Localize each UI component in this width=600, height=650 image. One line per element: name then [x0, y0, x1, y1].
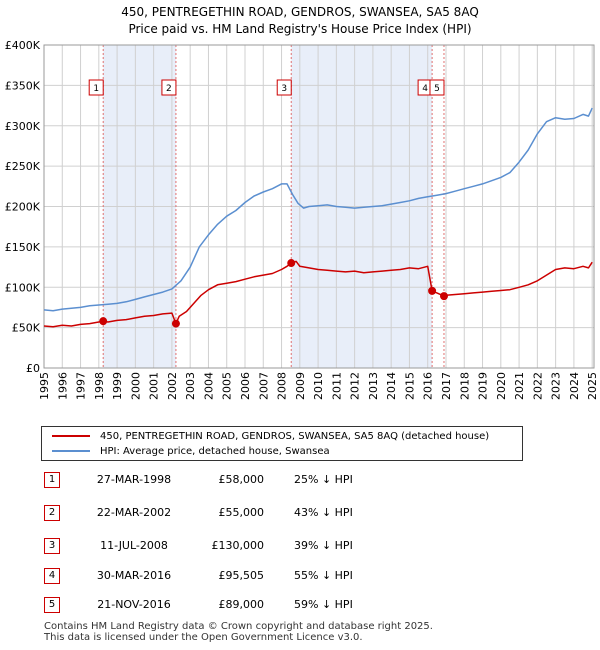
legend-swatch-hpi	[52, 450, 90, 452]
x-tick-label: 1995	[38, 372, 51, 400]
series-line-property	[43, 260, 593, 328]
sale-marker-box-5	[429, 79, 445, 96]
y-tick-label: £200K	[5, 201, 41, 214]
sale-hpi-diff: 43% ↓ HPI	[294, 506, 353, 519]
x-tick-label: 2024	[568, 372, 581, 400]
price-chart: 1 2 3 4 5 £0 £50K £100K £150K £200K £250K £300K £350…	[5, 39, 599, 400]
x-tick-label: 2023	[550, 372, 563, 400]
table-row: 1 27-MAR-1998 £58,000 25% ↓ HPI	[44, 472, 564, 488]
sale-date: 30-MAR-2016	[96, 569, 172, 582]
sale-hpi-diff: 59% ↓ HPI	[294, 598, 353, 611]
sale-point-2	[171, 319, 180, 328]
sale-marker-box-3	[276, 79, 292, 96]
x-tick-label: 2001	[148, 372, 161, 400]
x-tick-label: 2019	[477, 372, 490, 400]
plot-frame	[43, 44, 595, 369]
footer-line-copyright: Contains HM Land Registry data © Crown c…	[44, 621, 433, 632]
sale-number-badge: 2	[44, 505, 60, 521]
sale-price: £55,000	[218, 506, 265, 519]
sale-point-1	[99, 317, 108, 326]
legend-item-property: 450, PENTREGETHIN ROAD, GENDROS, SWANSEA…	[52, 429, 489, 443]
x-tick-label: 1997	[75, 372, 88, 400]
x-tick-label: 2008	[276, 372, 289, 400]
y-tick-label: £250K	[5, 160, 41, 173]
sale-marker-label-4: 4	[422, 84, 428, 94]
sale-date: 27-MAR-1998	[96, 473, 172, 486]
sale-marker-box-1	[88, 79, 104, 96]
x-tick-label: 2017	[440, 372, 453, 400]
table-row: 2 22-MAR-2002 £55,000 43% ↓ HPI	[44, 505, 564, 521]
sale-number-badge: 5	[44, 597, 60, 613]
legend-label-property: 450, PENTREGETHIN ROAD, GENDROS, SWANSEA…	[100, 430, 490, 442]
x-tick-label: 1999	[111, 372, 124, 400]
x-tick-label: 2021	[513, 372, 526, 400]
y-tick-label: £100K	[5, 281, 41, 294]
sale-date: 22-MAR-2002	[96, 506, 172, 519]
x-tick-label: 2004	[202, 372, 215, 400]
x-tick-label: 2020	[495, 372, 508, 400]
sale-point-4	[428, 286, 437, 295]
chart-title: 450, PENTREGETHIN ROAD, GENDROS, SWANSEA…	[121, 5, 479, 19]
sale-marker-label-1: 1	[93, 84, 99, 94]
sale-date: 21-NOV-2016	[97, 598, 171, 611]
x-tick-label: 2009	[294, 372, 307, 400]
y-tick-label: £50K	[12, 322, 41, 335]
sale-number-badge: 4	[44, 568, 60, 584]
sale-point-3	[287, 259, 296, 268]
y-tick-label: £400K	[5, 39, 41, 52]
table-row: 4 30-MAR-2016 £95,505 55% ↓ HPI	[44, 568, 564, 584]
x-tick-label: 1996	[56, 372, 69, 400]
sale-price: £130,000	[211, 539, 265, 552]
x-tick-label: 2018	[458, 372, 471, 400]
sale-point-5	[439, 292, 448, 301]
x-tick-label: 2005	[221, 372, 234, 400]
y-tick-label: £0	[26, 362, 40, 375]
x-tick-label: 2000	[129, 372, 142, 400]
x-tick-label: 2022	[531, 372, 544, 400]
legend-swatch-property	[52, 435, 90, 437]
y-tick-label: £350K	[5, 79, 41, 92]
sale-number-badge: 3	[44, 538, 60, 554]
x-tick-label: 2002	[166, 372, 179, 400]
x-tick-label: 2011	[330, 372, 343, 400]
y-tick-label: £300K	[5, 120, 41, 133]
sale-marker-label-2: 2	[166, 84, 172, 94]
legend-label-hpi: HPI: Average price, detached house, Swan…	[100, 445, 330, 457]
x-tick-label: 2013	[367, 372, 380, 400]
legend-item-hpi: HPI: Average price, detached house, Swan…	[52, 444, 330, 458]
x-tick-label: 2007	[257, 372, 270, 400]
table-row: 5 21-NOV-2016 £89,000 59% ↓ HPI	[44, 597, 564, 613]
sale-price: £95,505	[218, 569, 265, 582]
x-tick-label: 2006	[239, 372, 252, 400]
x-tick-label: 2010	[312, 372, 325, 400]
x-tick-label: 2016	[422, 372, 435, 400]
x-tick-label: 2014	[385, 372, 398, 400]
x-tick-label: 2025	[586, 372, 599, 400]
series-line-hpi	[43, 107, 593, 312]
x-tick-label: 2012	[349, 372, 362, 400]
x-tick-label: 2003	[184, 372, 197, 400]
sale-marker-box-2	[161, 79, 177, 96]
table-row: 3 11-JUL-2008 £130,000 39% ↓ HPI	[44, 538, 564, 554]
sale-number-badge: 1	[44, 472, 60, 488]
footer-line-licence: This data is licensed under the Open Gov…	[44, 632, 363, 643]
sale-marker-label-5: 5	[434, 84, 440, 94]
sale-hpi-diff: 55% ↓ HPI	[294, 569, 353, 582]
x-tick-label: 1998	[93, 372, 106, 400]
chart-legend: 450, PENTREGETHIN ROAD, GENDROS, SWANSEA…	[41, 426, 523, 461]
chart-subtitle: Price paid vs. HM Land Registry's House …	[128, 22, 472, 36]
sale-marker-label-3: 3	[281, 84, 287, 94]
sale-price: £89,000	[218, 598, 265, 611]
sale-hpi-diff: 25% ↓ HPI	[294, 473, 353, 486]
chart-title-block: 450, PENTREGETHIN ROAD, GENDROS, SWANSEA…	[0, 4, 600, 38]
x-tick-label: 2015	[403, 372, 416, 400]
sale-date: 11-JUL-2008	[100, 539, 168, 552]
footer-attribution: Contains HM Land Registry data © Crown c…	[44, 621, 433, 643]
y-tick-label: £150K	[5, 241, 41, 254]
sale-price: £58,000	[218, 473, 265, 486]
sale-hpi-diff: 39% ↓ HPI	[294, 539, 353, 552]
